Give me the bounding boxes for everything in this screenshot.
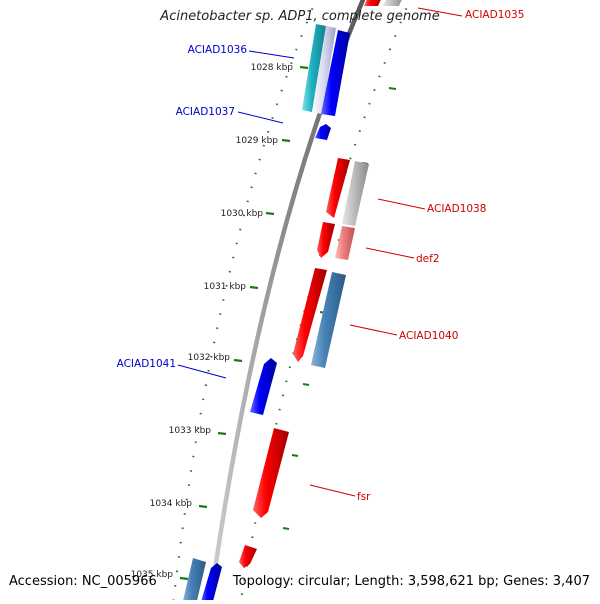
kbp-label: 1035 kbp [131,570,174,580]
gene-arrow-reverse [321,30,350,116]
gene-arrow-forward [253,428,289,518]
feature-block-grey [383,0,402,6]
gene-arrow-forward [293,268,327,362]
feature-block-pink [335,226,355,260]
kbp-label: 1028 kbp [251,63,294,73]
inner-ruler-dotted [172,0,318,604]
kbp-label: 1033 kbp [169,426,212,436]
gene-label[interactable]: ACIAD1035 [465,9,524,21]
feature-block-steelblue [311,272,346,368]
label-leaders [177,7,463,497]
forward-features [239,0,402,568]
gene-labels: ACIAD1035 ACIAD1036 ACIAD1037 ACIAD1038 … [117,9,525,503]
kbp-label: 1029 kbp [236,136,279,146]
outer-ruler-dashes [282,87,397,530]
kbp-label: 1030 kbp [221,209,264,219]
kbp-label: 1032 kbp [188,353,231,363]
gene-label[interactable]: ACIAD1038 [427,203,486,215]
inner-ruler-ticks [179,65,309,581]
gene-label[interactable]: fsr [357,491,371,503]
feature-block-teal [302,24,326,112]
gene-label[interactable]: ACIAD1040 [399,330,458,342]
genome-summary-text: Topology: circular; Length: 3,598,621 bp… [232,574,590,589]
map-title: Acinetobacter sp. ADP1, complete genome [160,9,440,24]
accession-text: Accession: NC_005966 [9,574,157,589]
gene-arrow-forward [326,158,350,218]
gene-arrow-forward [364,0,381,6]
genome-backbone [207,0,366,604]
gene-arrow-reverse [250,358,277,415]
kbp-label: 1034 kbp [150,499,193,509]
gene-label[interactable]: ACIAD1036 [188,44,248,56]
feature-block-steelblue [182,558,206,604]
gene-label[interactable]: ACIAD1037 [176,106,235,118]
feature-block-lavender [312,26,336,114]
kbp-labels: 1028 kbp 1029 kbp 1030 kbp 1031 kbp 1032… [131,63,294,580]
gene-arrow-reverse [200,563,222,604]
gene-arrow-reverse [315,124,331,140]
gene-label[interactable]: def2 [416,253,440,265]
reverse-features [182,24,350,604]
feature-block-grey [342,161,369,226]
gene-label[interactable]: ACIAD1041 [117,358,176,370]
gene-arrow-forward [239,545,257,568]
gene-arrow-forward [317,222,335,258]
kbp-label: 1031 kbp [204,282,247,292]
